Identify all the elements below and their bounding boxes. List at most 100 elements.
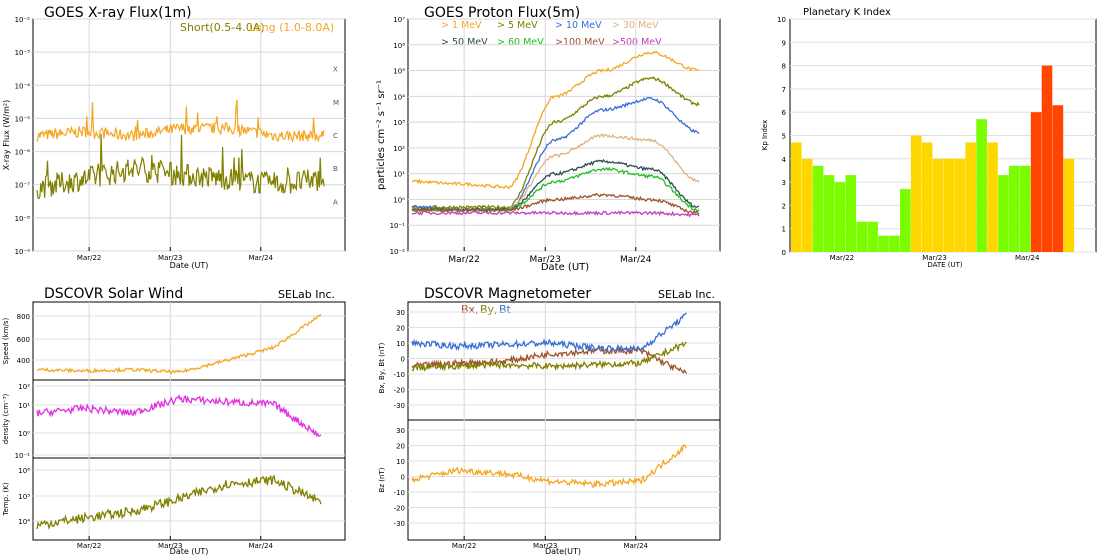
xray-y-tick-labels: 10⁻² 10⁻³ 10⁻⁴ 10⁻⁵ 10⁻⁶ 10⁻⁷ 10⁻⁸ 10⁻⁹ [15,16,31,256]
solar-wind-y-tick-label: 10⁰ [18,430,30,438]
kp-bar [1041,65,1053,252]
proton-series-group [411,50,700,218]
solar-wind-y-tick-label: 10⁻¹ [15,452,31,460]
kp-bar [1019,165,1031,252]
solar-wind-series-line [36,474,322,531]
proton-legend-item: > 1 MeV [441,20,482,31]
xray-class-label: C [333,132,338,140]
kp-y-tick-label: 1 [782,226,786,234]
mag-y-tick-label: -10 [394,371,405,379]
proton-plot-frame [407,18,721,252]
kp-bar [856,221,867,252]
proton-legend: > 1 MeV > 5 MeV > 10 MeV > 30 MeV> 50 MeV > … [441,20,662,48]
kp-bar [834,182,846,252]
xray-x-tick-labels: Mar/22 Mar/23 Mar/24 [77,254,274,262]
proton-grid [408,18,720,252]
proton-legend-item: >500 MeV [612,37,662,48]
xray-y-tick-label: 10⁻³ [15,49,31,57]
proton-legend-item: > 5 MeV [497,20,538,31]
solar-wind-x-tick-label: Mar/23 [158,542,182,550]
mag-y-tick-label: 0 [401,356,405,364]
proton-y-tick-label: 10⁰ [393,196,405,204]
speed-axis-label: Speed (km/s) [2,317,10,364]
proton-y-tick-label: 10⁻¹ [390,222,406,230]
proton-x-axis-label: Date (UT) [541,262,589,273]
kp-bar [878,235,889,252]
kp-x-tick-labels: Mar/22 Mar/23 Mar/24 [830,254,1040,262]
kp-bar [998,175,1009,252]
kp-x-tick-label: Mar/23 [922,254,946,262]
xray-x-axis-label: Date (UT) [170,261,209,270]
mag-grid [408,302,720,540]
xray-y-tick-label: 10⁻² [15,16,31,24]
kp-bar [900,189,911,252]
kp-bar [867,221,878,252]
kp-y-tick-label: 3 [782,179,786,187]
kp-bar [812,165,824,252]
proton-series-line [411,210,700,218]
proton-y-tick-labels: 10⁷ 10⁶ 10⁵ 10⁴ 10³ 10² 10¹ 10⁰ 10⁻¹ 10⁻² [390,16,406,256]
proton-legend-item: > 60 MeV [497,37,544,48]
solar-wind-y-tick-label: 10² [18,383,30,391]
xray-x-tick-label: Mar/23 [158,254,182,262]
mag-title: DSCOVR Magnetometer [424,286,591,302]
kp-y-tick-label: 8 [782,63,786,71]
solar-wind-y-tick-label: 10⁵ [18,493,30,501]
mag-y-tick-label: 20 [396,443,405,451]
kp-bar [932,158,944,252]
proton-y-tick-label: 10² [393,145,405,153]
proton-series-line [411,133,700,213]
proton-y-tick-label: 10¹ [393,171,405,179]
solar-wind-x-tick-label: Mar/24 [249,542,274,550]
proton-series-line [411,76,700,210]
mag-x-tick-label: Mar/23 [533,542,557,550]
proton-x-tick-label: Mar/22 [448,255,479,265]
mag-y-tick-label: 30 [396,427,405,435]
proton-y-axis-label: particles cm⁻² s⁻¹ sr⁻¹ [376,80,387,190]
kp-y-tick-label: 6 [782,109,787,117]
mag-series-line [411,444,688,488]
solar-wind-series-group [36,313,322,531]
kp-x-tick-label: Mar/24 [1015,254,1040,262]
xray-class-label: A [333,198,338,206]
kp-bar [921,142,933,252]
proton-series-line [411,192,700,215]
kp-bar [1009,165,1020,252]
mag-y-tick-label: 30 [396,309,405,317]
mag-y-tick-label: 10 [396,340,405,348]
xray-class-labels: X M C B A [333,66,339,207]
temp-axis-label: Temp. (K) [2,482,10,516]
mag-credit: SELab Inc. [658,288,715,301]
xray-title: GOES X-ray Flux(1m) [44,5,192,21]
kp-y-tick-label: 4 [782,156,787,164]
mag-y-tick-label: -30 [394,402,405,410]
mag-x-tick-labels: Mar/22 Mar/23 Mar/24 [452,542,649,550]
kp-bar [987,142,998,252]
xray-y-tick-label: 10⁻⁷ [15,182,31,190]
xray-class-label: X [333,66,338,74]
mag-x-axis-label: Date(UT) [545,547,581,556]
kp-bar [976,119,987,252]
xray-y-tick-label: 10⁻⁹ [15,248,31,256]
xray-class-label: B [333,165,338,173]
kp-bar [1030,112,1042,252]
solar-wind-panel: DSCOVR Solar Wind SELab Inc. 800 600 400 10… [2,286,346,556]
xray-series-long [36,99,325,144]
mag-y-tick-label: -20 [394,505,405,513]
kp-y-tick-label: 0 [782,249,786,257]
xray-y-tick-label: 10⁻⁴ [15,82,31,90]
xray-legend-long: Long (1.0-8.0A) [249,21,334,34]
xray-x-tick-label: Mar/22 [77,254,101,262]
mag-y-tick-label: -30 [394,520,405,528]
kp-bar [954,158,966,252]
proton-y-tick-label: 10³ [393,119,405,127]
proton-y-tick-label: 10⁻² [390,248,406,256]
proton-y-tick-label: 10⁷ [393,16,405,24]
kp-bar [791,142,802,252]
xray-y-tick-label: 10⁻⁶ [15,149,31,157]
mag-y-tick-label: -20 [394,387,405,395]
solar-wind-y-tick-label: 400 [17,357,30,365]
xray-y-tick-label: 10⁻⁸ [15,215,31,223]
solar-wind-x-tick-labels: Mar/22 Mar/23 Mar/24 [77,542,274,550]
